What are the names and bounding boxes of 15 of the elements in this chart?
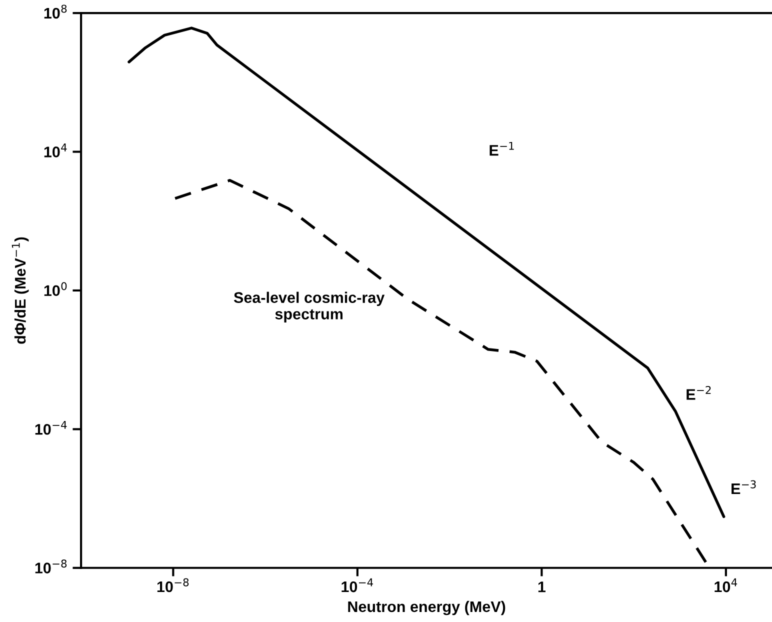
- y-tick-label: 10$^{4}$: [44, 144, 67, 158]
- y-tick-label: 10$^{−4}$: [35, 420, 67, 435]
- x-tick-label: 10$^{4}$: [714, 578, 738, 592]
- annotation: E$^{−1}$: [490, 142, 514, 156]
- y-tick-label: 10$^{8}$: [44, 4, 67, 19]
- annotation: Sea-level cosmic-ray spectrum: [234, 292, 385, 322]
- x-axis-title: Neutron energy (MeV): [348, 600, 506, 616]
- y-axis-title: dΦ/dE (MeV$^{−1}$): [12, 237, 29, 344]
- x-tick-label: 10$^{−4}$: [342, 578, 374, 592]
- y-tick-label: 10$^{−8}$: [35, 560, 67, 574]
- annotation: E$^{−2}$: [686, 386, 711, 400]
- annotation: E$^{−3}$: [732, 480, 756, 494]
- x-tick-label: 1: [538, 582, 546, 592]
- x-tick-label: 10$^{−8}$: [157, 578, 189, 592]
- y-tick-label: 10$^{0}$: [44, 282, 67, 296]
